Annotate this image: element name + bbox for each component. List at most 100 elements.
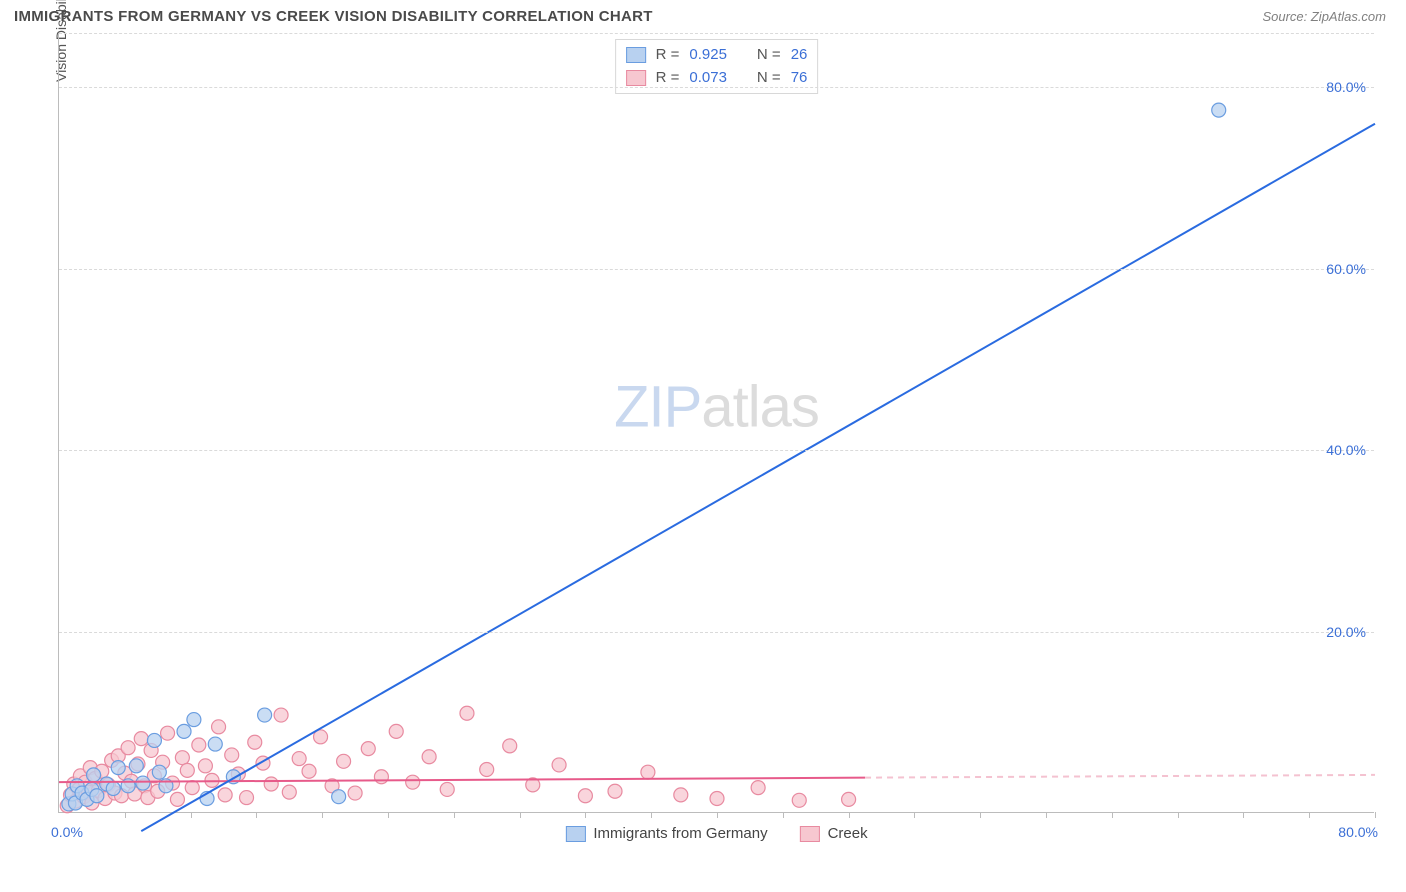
trend-line-creek-ext: [865, 775, 1375, 778]
scatter-point: [129, 759, 143, 773]
scatter-point: [332, 790, 346, 804]
chart-header: IMMIGRANTS FROM GERMANY VS CREEK VISION …: [0, 0, 1406, 29]
legend-r-value: 0.073: [689, 67, 727, 90]
legend-n-value: 26: [791, 44, 808, 67]
scatter-point: [440, 782, 454, 796]
y-tick-label: 60.0%: [1326, 261, 1366, 277]
x-end-label: 80.0%: [1338, 824, 1378, 840]
x-tick: [520, 812, 521, 818]
x-tick: [1046, 812, 1047, 818]
x-tick: [191, 812, 192, 818]
scatter-point: [187, 713, 201, 727]
scatter-point: [641, 765, 655, 779]
legend-series: Immigrants from Germany Creek: [565, 825, 867, 842]
y-tick-label: 40.0%: [1326, 442, 1366, 458]
trend-line-germany: [141, 124, 1375, 831]
plot-area: ZIPatlas R = 0.925N = 26R = 0.073N = 76 …: [58, 33, 1374, 813]
scatter-point: [218, 788, 232, 802]
scatter-point: [225, 748, 239, 762]
scatter-point: [608, 784, 622, 798]
scatter-point: [185, 781, 199, 795]
gridline: [59, 33, 1374, 34]
scatter-point: [503, 739, 517, 753]
x-tick: [1309, 812, 1310, 818]
x-tick: [388, 812, 389, 818]
scatter-point: [282, 785, 296, 799]
scatter-point: [406, 775, 420, 789]
x-tick: [651, 812, 652, 818]
legend-swatch: [565, 826, 585, 842]
x-tick: [1375, 812, 1376, 818]
gridline: [59, 269, 1374, 270]
x-tick: [783, 812, 784, 818]
trend-line-creek: [59, 778, 865, 783]
scatter-point: [751, 781, 765, 795]
source-name: ZipAtlas.com: [1311, 9, 1386, 24]
scatter-point: [111, 761, 125, 775]
scatter-point: [480, 762, 494, 776]
legend-n-value: 76: [791, 67, 808, 90]
scatter-point: [136, 776, 150, 790]
x-tick: [256, 812, 257, 818]
scatter-point: [302, 764, 316, 778]
scatter-point: [348, 786, 362, 800]
scatter-point: [121, 741, 135, 755]
scatter-point: [292, 752, 306, 766]
source-prefix: Source:: [1262, 9, 1310, 24]
x-tick: [1243, 812, 1244, 818]
scatter-point: [175, 751, 189, 765]
scatter-point: [552, 758, 566, 772]
x-tick: [454, 812, 455, 818]
gridline: [59, 87, 1374, 88]
legend-swatch: [626, 70, 646, 86]
legend-series-label: Creek: [828, 825, 868, 842]
scatter-point: [192, 738, 206, 752]
scatter-point: [87, 768, 101, 782]
scatter-point: [1212, 103, 1226, 117]
scatter-point: [710, 791, 724, 805]
legend-n-label: N =: [757, 67, 781, 90]
scatter-point: [792, 793, 806, 807]
scatter-point: [170, 792, 184, 806]
x-tick: [1178, 812, 1179, 818]
x-tick: [1112, 812, 1113, 818]
legend-stats-row: R = 0.073N = 76: [626, 67, 808, 90]
legend-series-item: Immigrants from Germany: [565, 825, 767, 842]
legend-series-item: Creek: [800, 825, 868, 842]
scatter-point: [274, 708, 288, 722]
x-tick: [717, 812, 718, 818]
legend-r-value: 0.925: [689, 44, 727, 67]
scatter-point: [90, 789, 104, 803]
scatter-point: [842, 792, 856, 806]
scatter-point: [337, 754, 351, 768]
scatter-point: [152, 765, 166, 779]
scatter-point: [147, 733, 161, 747]
x-tick: [849, 812, 850, 818]
scatter-point: [212, 720, 226, 734]
gridline: [59, 450, 1374, 451]
scatter-point: [240, 791, 254, 805]
legend-swatch: [800, 826, 820, 842]
x-tick: [125, 812, 126, 818]
legend-n-label: N =: [757, 44, 781, 67]
source-attribution: Source: ZipAtlas.com: [1262, 9, 1386, 24]
x-tick: [585, 812, 586, 818]
legend-series-label: Immigrants from Germany: [593, 825, 767, 842]
scatter-point: [180, 763, 194, 777]
y-tick-label: 20.0%: [1326, 624, 1366, 640]
x-tick: [914, 812, 915, 818]
gridline: [59, 632, 1374, 633]
legend-stats-row: R = 0.925N = 26: [626, 44, 808, 67]
scatter-point: [177, 724, 191, 738]
y-tick-label: 80.0%: [1326, 79, 1366, 95]
legend-stats: R = 0.925N = 26R = 0.073N = 76: [615, 39, 819, 94]
scatter-point: [460, 706, 474, 720]
legend-swatch: [626, 47, 646, 63]
scatter-point: [264, 777, 278, 791]
scatter-point: [374, 770, 388, 784]
scatter-point: [106, 782, 120, 796]
chart-title: IMMIGRANTS FROM GERMANY VS CREEK VISION …: [14, 8, 653, 25]
scatter-point: [161, 726, 175, 740]
scatter-point: [578, 789, 592, 803]
scatter-svg: [59, 33, 1375, 813]
